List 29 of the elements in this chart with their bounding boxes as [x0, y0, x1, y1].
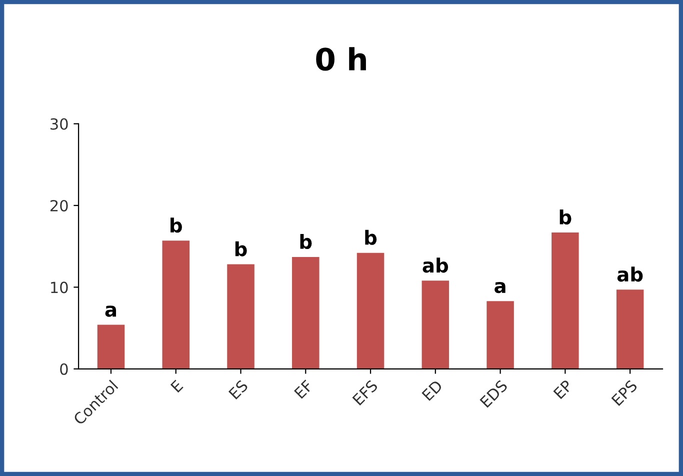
annotation: a	[494, 282, 506, 294]
annotation: ab	[422, 258, 448, 273]
y-tick-label: 30	[50, 118, 68, 130]
chart-title: 0 h	[316, 47, 366, 71]
bar	[552, 232, 579, 369]
bar	[227, 264, 254, 369]
annotation: b	[365, 230, 377, 245]
bar	[356, 252, 384, 369]
annotation: b	[170, 218, 182, 233]
x-tick-label: E	[170, 380, 184, 393]
x-tick-label: EFS	[352, 379, 378, 406]
annotation: ab	[617, 266, 643, 282]
annotation: b	[300, 234, 312, 250]
y-tick-label: 10	[51, 282, 68, 294]
annotation: b	[235, 241, 247, 256]
bar	[97, 324, 125, 369]
annotation: b	[560, 209, 572, 225]
x-tick-label: EF	[294, 380, 314, 399]
bar	[292, 256, 320, 369]
x-tick-label: ES	[228, 379, 249, 400]
bar	[422, 280, 450, 369]
x-tick-label: ED	[422, 380, 443, 401]
bar	[486, 301, 514, 369]
bar	[616, 290, 644, 369]
y-tick-label: 0	[60, 363, 68, 375]
x-tick-label: EP	[553, 379, 574, 400]
y-tick-label: 20	[50, 200, 68, 212]
annotation: a	[105, 306, 116, 317]
bar	[162, 240, 190, 369]
